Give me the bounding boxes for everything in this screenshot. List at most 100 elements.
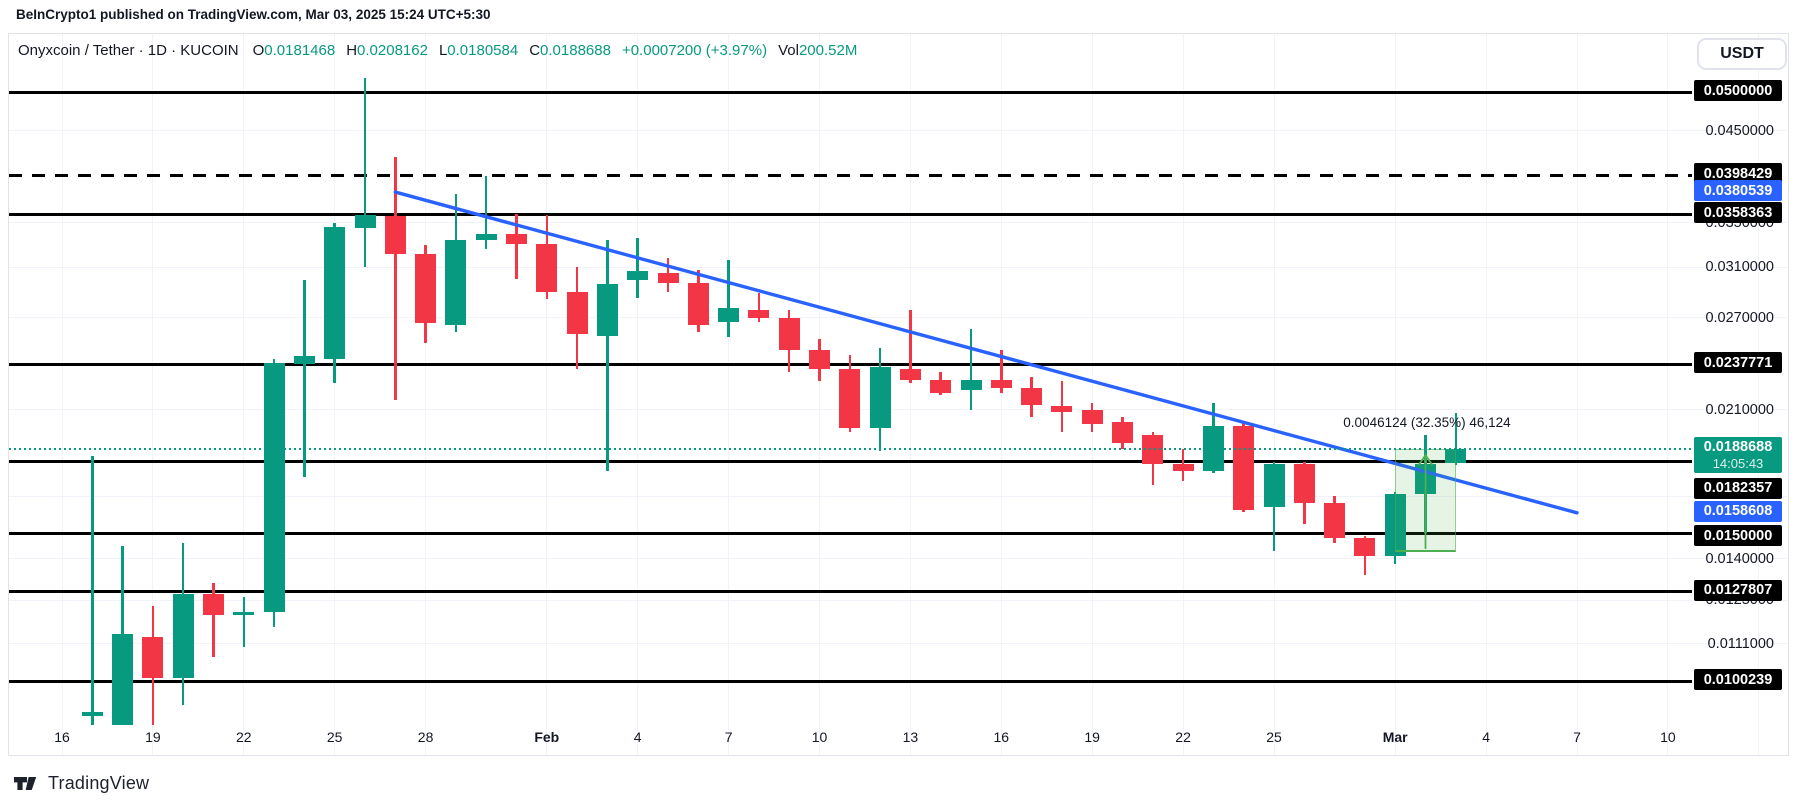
candle[interactable] [809,350,830,369]
candle[interactable] [718,308,740,322]
candle-wick [1151,431,1155,486]
price-level-line[interactable] [9,590,1692,594]
price-axis-label: 0.0125000 [1705,592,1774,609]
candle[interactable] [566,291,588,335]
candle-wick [333,222,336,384]
measurement-box[interactable] [1395,449,1456,552]
price-level-line[interactable] [9,362,1692,366]
candle[interactable] [778,317,800,351]
candle[interactable] [506,234,527,245]
vertical-gridline [1091,34,1093,756]
candle-wick [636,237,639,299]
candle[interactable] [203,594,224,616]
candle[interactable] [415,254,437,324]
current-price-line [9,448,1692,451]
candle[interactable] [596,284,618,336]
symbol-title[interactable]: Onyxcoin / Tether · 1D · KUCOIN [18,41,239,59]
price-level-line[interactable] [9,460,1692,464]
candle-wick [878,347,882,451]
candle-wick [1272,462,1276,551]
candle[interactable] [1112,422,1133,443]
candle[interactable] [1142,435,1164,465]
candle-wick [1393,491,1397,564]
candle[interactable] [1354,538,1376,556]
time-axis-label: 10 [811,729,828,745]
volume-label: Vol [778,41,799,59]
change-value: +0.0007200 (+3.97%) [621,41,768,59]
time-axis-label: 10 [1660,729,1676,745]
vertical-gridline [1576,34,1578,756]
candle[interactable] [1021,387,1043,405]
candle[interactable] [384,216,406,255]
candle[interactable] [687,282,709,325]
price-level-line[interactable] [9,212,1692,216]
candle[interactable] [990,379,1012,388]
candle[interactable] [233,612,255,616]
price-axis-label: 0.0310000 [1705,259,1774,276]
candle[interactable] [657,273,679,283]
candle[interactable] [1415,464,1436,494]
candle[interactable] [839,368,861,428]
horizontal-gridline [9,558,1789,560]
candle[interactable] [1233,426,1255,510]
candle[interactable] [930,379,952,393]
candle[interactable] [1172,464,1194,471]
candle[interactable] [748,309,770,318]
price-level-line[interactable] [9,679,1692,683]
candle[interactable] [960,379,982,390]
vertical-gridline [1000,34,1002,756]
candle[interactable] [1384,493,1406,556]
current-price-badge: 0.0188688 14:05:43 [1694,437,1782,474]
candle[interactable] [354,215,376,228]
price-level-badge: 0.0358363 [1694,202,1782,224]
measurement-annotation: 0.0046124 (32.35%) 46,124 [1343,415,1511,430]
candle-wick [818,338,821,382]
time-axis-label: 16 [54,729,70,745]
time-axis-label: Mar [1382,729,1408,745]
vertical-gridline [1394,34,1396,756]
candle-wick [1424,435,1427,534]
vertical-gridline [819,34,820,756]
candle-wick [1212,403,1215,473]
candle[interactable] [1263,464,1285,508]
price-axis-label: 0.0140000 [1705,550,1774,567]
vertical-gridline [61,34,63,756]
price-level-line[interactable] [9,531,1692,535]
price-level-line[interactable] [9,90,1692,94]
candle-wick [454,193,458,332]
candle[interactable] [899,368,921,380]
publication-header: BeInCrypto1 published on TradingView.com… [16,7,491,22]
candle[interactable] [293,356,315,365]
candle[interactable] [142,637,164,679]
horizontal-gridline [9,130,1789,132]
candle[interactable] [1051,406,1073,412]
candle[interactable] [869,367,891,428]
candle[interactable] [324,226,346,360]
candle[interactable] [475,234,497,240]
price-axis-label: 0.0210000 [1705,401,1774,418]
candle[interactable] [1081,409,1103,425]
candle-wick [909,309,912,384]
tradingview-logo[interactable]: TradingView [13,773,149,794]
candle[interactable] [445,239,467,325]
price-axis-label: 0.0450000 [1705,122,1774,139]
descending-trendline[interactable] [393,190,1579,515]
candle-wick [939,371,942,395]
candle[interactable] [536,244,558,292]
candle[interactable] [1445,449,1467,464]
candle[interactable] [1293,464,1315,503]
price-level-line[interactable] [9,173,1692,177]
candle[interactable] [172,594,194,679]
currency-toggle-button[interactable]: USDT [1697,38,1787,70]
candle[interactable] [627,270,649,281]
candle[interactable] [1202,426,1224,471]
time-axis-label: 22 [1175,729,1191,745]
candle[interactable] [263,362,285,612]
candle[interactable] [112,633,134,725]
horizontal-gridline [9,599,1789,601]
candle[interactable] [81,712,103,717]
candle[interactable] [1324,502,1346,539]
candle-wick [363,77,367,268]
